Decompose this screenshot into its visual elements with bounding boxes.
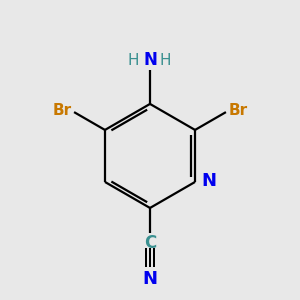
Text: Br: Br	[52, 103, 72, 118]
Text: N: N	[202, 172, 217, 190]
Text: H: H	[160, 53, 171, 68]
Text: C: C	[144, 234, 156, 252]
Text: N: N	[142, 270, 158, 288]
Text: H: H	[128, 53, 140, 68]
Text: Br: Br	[228, 103, 248, 118]
Text: N: N	[143, 51, 157, 69]
